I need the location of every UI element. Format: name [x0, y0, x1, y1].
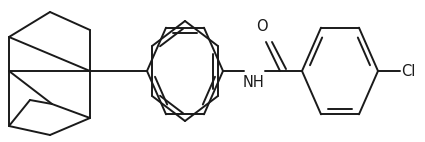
Text: NH: NH	[243, 75, 265, 90]
Text: O: O	[256, 19, 268, 34]
Text: Cl: Cl	[401, 63, 415, 79]
